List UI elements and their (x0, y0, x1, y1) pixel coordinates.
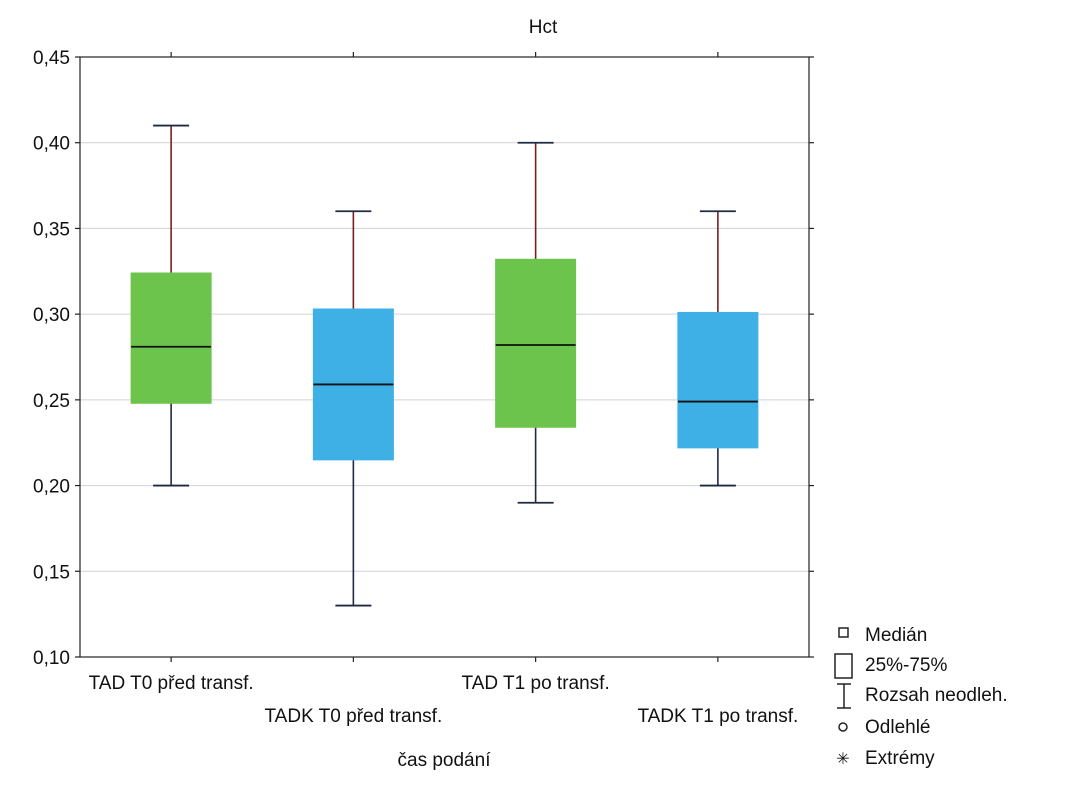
whisker-icon (837, 683, 851, 709)
y-tick-label: 0,10 (33, 648, 70, 669)
x-tick-label: TAD T1 po transf. (462, 673, 610, 694)
iqr-box (495, 258, 577, 428)
y-axis-ticks: 0,10 0,15 0,20 0,25 0,30 0,35 0,40 0,45 (33, 48, 814, 669)
box-group (130, 124, 212, 487)
legend-label-iqr: 25%-75% (865, 655, 947, 676)
legend-label-outliers: Odlehlé (865, 717, 931, 738)
box-group (312, 210, 394, 607)
legend-label-range: Rozsah neodleh. (865, 685, 1008, 706)
box-group (495, 141, 577, 504)
x-tick-label: TAD T0 před transf. (89, 673, 254, 694)
y-tick-label: 0,20 (33, 477, 70, 498)
y-tick-label: 0,30 (33, 305, 70, 326)
x-axis-ticks: TAD T0 před transf. TADK T0 před transf. T… (89, 52, 798, 727)
box-series (130, 124, 759, 607)
circle-icon (838, 722, 848, 732)
y-tick-label: 0,15 (33, 562, 70, 583)
box-group (677, 210, 759, 487)
legend: Medián 25%-75% Rozsah neodleh. Odlehlé ✳… (834, 625, 1008, 769)
y-tick-label: 0,45 (33, 48, 70, 69)
iqr-box (677, 311, 759, 449)
plot-frame (79, 56, 810, 658)
legend-label-median: Medián (865, 625, 927, 646)
legend-label-extremes: Extrémy (865, 748, 935, 769)
y-tick-label: 0,40 (33, 134, 70, 155)
iqr-box (130, 272, 212, 404)
x-tick-label: TADK T0 před transf. (264, 706, 442, 727)
box-icon (834, 653, 853, 679)
chart-title: Hct (529, 17, 558, 38)
y-tick-label: 0,35 (33, 219, 70, 240)
x-axis-label: čas podání (398, 750, 492, 771)
small-square-icon (838, 627, 849, 638)
asterisk-icon: ✳ (836, 751, 849, 768)
y-tick-label: 0,25 (33, 391, 70, 412)
x-tick-label: TADK T1 po transf. (637, 706, 798, 727)
